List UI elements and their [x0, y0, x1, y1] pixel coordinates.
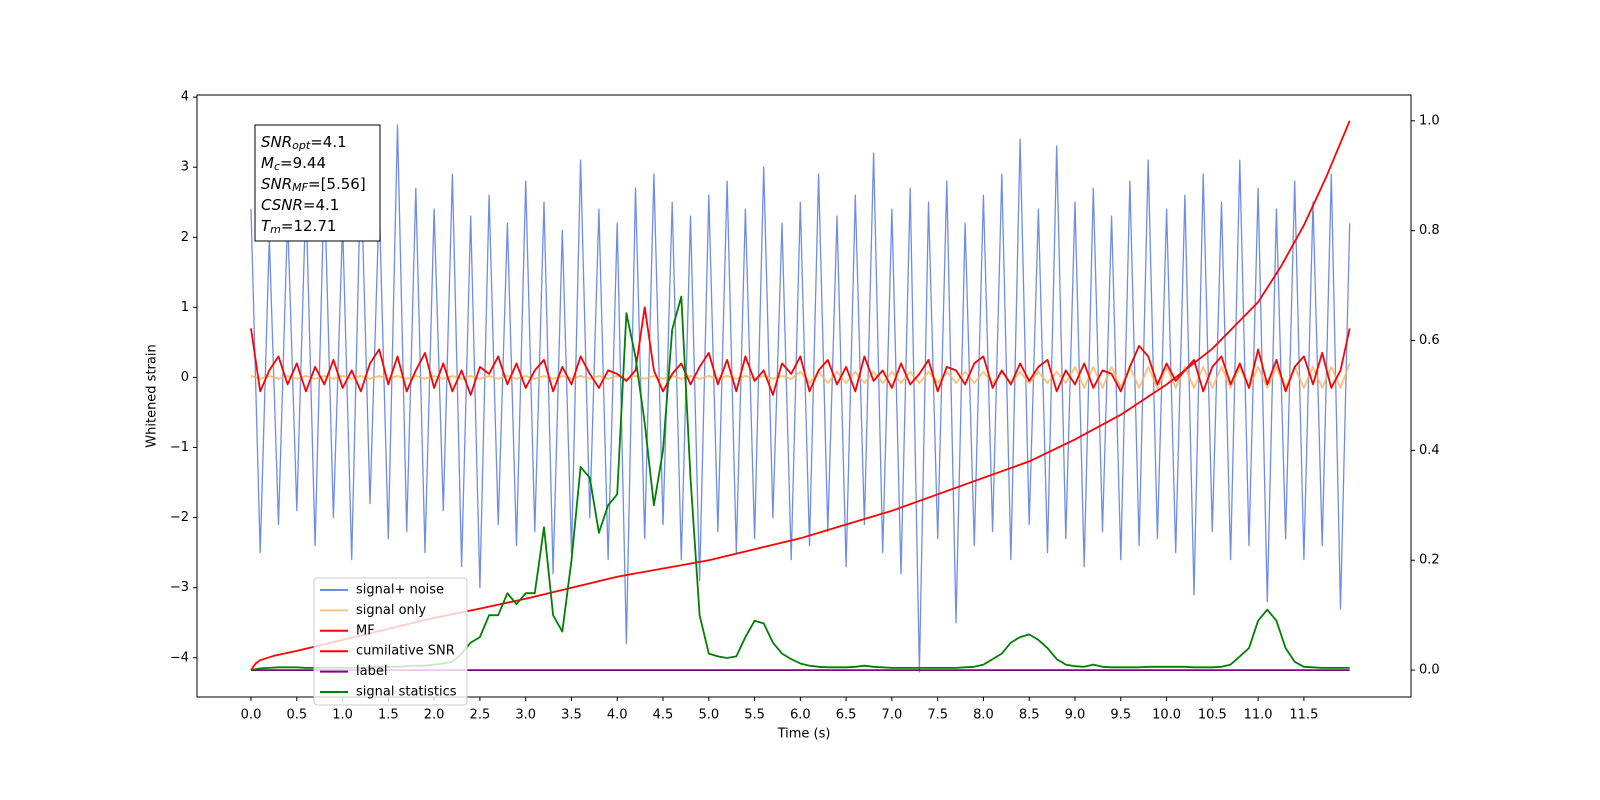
annotation-symbol: CSNR	[261, 196, 303, 214]
y-tick-label: 3	[181, 160, 189, 175]
x-tick-label: 7.0	[882, 708, 903, 723]
legend-label: MF	[356, 623, 375, 638]
y2-tick-label: 0.6	[1419, 333, 1440, 348]
x-tick-label: 7.5	[927, 708, 948, 723]
x-tick-label: 0.0	[241, 708, 262, 723]
x-tick-label: 0.5	[286, 708, 307, 723]
annotation-subscript: c	[274, 160, 280, 173]
y-tick-label: 1	[181, 300, 189, 315]
y2-tick-label: 1.0	[1419, 113, 1440, 128]
plot-frame	[196, 94, 1412, 698]
x-tick-label: 6.0	[790, 708, 811, 723]
x-tick-label: 10.0	[1152, 708, 1181, 723]
y2-tick-label: 0.0	[1419, 663, 1440, 678]
x-tick-label: 5.5	[744, 708, 765, 723]
x-tick-label: 1.5	[378, 708, 399, 723]
annotation-line: SNRMF=[5.56]	[261, 175, 366, 195]
series-line	[250, 363, 1351, 389]
x-tick-label: 8.5	[1019, 708, 1040, 723]
legend-box	[313, 577, 468, 706]
annotation-symbol: T	[261, 217, 272, 235]
annotation-subscript: opt	[292, 139, 311, 152]
y-tick-label: 0	[181, 370, 189, 385]
y-tick-label: −2	[170, 510, 189, 525]
series-line	[250, 306, 1351, 396]
y2-tick-label: 0.4	[1419, 443, 1440, 458]
annotation-line: CSNR=4.1	[261, 196, 339, 214]
y-tick-label: 2	[181, 230, 189, 245]
x-tick-label: 2.5	[470, 708, 491, 723]
x-tick-label: 6.5	[836, 708, 857, 723]
x-tick-label: 9.5	[1110, 708, 1131, 723]
annotation-subscript: m	[270, 223, 281, 236]
annotation-value: =4.1	[310, 133, 346, 151]
x-tick-label: 3.0	[515, 708, 536, 723]
legend-label: cumilative SNR	[356, 644, 455, 659]
series-line	[250, 124, 1351, 673]
x-axis-title: Time (s)	[777, 727, 831, 742]
x-tick-label: 10.5	[1198, 708, 1227, 723]
x-tick-label: 5.0	[698, 708, 719, 723]
y-tick-label: 4	[181, 90, 189, 105]
x-tick-label: 4.5	[653, 708, 674, 723]
x-tick-label: 11.0	[1244, 708, 1273, 723]
y-tick-label: −4	[170, 650, 189, 665]
x-tick-label: 3.5	[561, 708, 582, 723]
annotation-subscript: MF	[292, 181, 308, 194]
annotation-line: Tm=12.71	[261, 217, 336, 237]
y-tick-label: −1	[170, 440, 189, 455]
annotation-symbol: SNR	[261, 133, 292, 151]
annotation-value: =4.1	[303, 196, 339, 214]
y2-tick-label: 0.8	[1419, 223, 1440, 238]
annotation-line: Mc=9.44	[261, 154, 326, 174]
x-tick-label: 8.0	[973, 708, 994, 723]
x-tick-label: 2.0	[424, 708, 445, 723]
y2-tick-label: 0.2	[1419, 553, 1440, 568]
annotation-symbol: M	[261, 154, 274, 172]
x-tick-label: 4.0	[607, 708, 628, 723]
y-tick-label: −3	[170, 580, 189, 595]
x-tick-label: 1.0	[332, 708, 353, 723]
x-tick-label: 11.5	[1289, 708, 1318, 723]
annotation-box	[254, 124, 381, 242]
x-tick-label: 9.0	[1065, 708, 1086, 723]
legend-label: signal+ noise	[356, 583, 444, 598]
legend-label: signal statistics	[356, 685, 457, 700]
legend-label: signal only	[356, 603, 426, 618]
annotation-line: SNRopt=4.1	[261, 133, 347, 153]
legend-label: label	[356, 664, 387, 679]
y-axis-title: Whitened strain	[145, 344, 160, 447]
annotation-symbol: SNR	[261, 175, 292, 193]
annotation-value: =[5.56]	[308, 175, 366, 193]
annotation-value: =12.71	[281, 217, 337, 235]
annotation-value: =9.44	[280, 154, 326, 172]
